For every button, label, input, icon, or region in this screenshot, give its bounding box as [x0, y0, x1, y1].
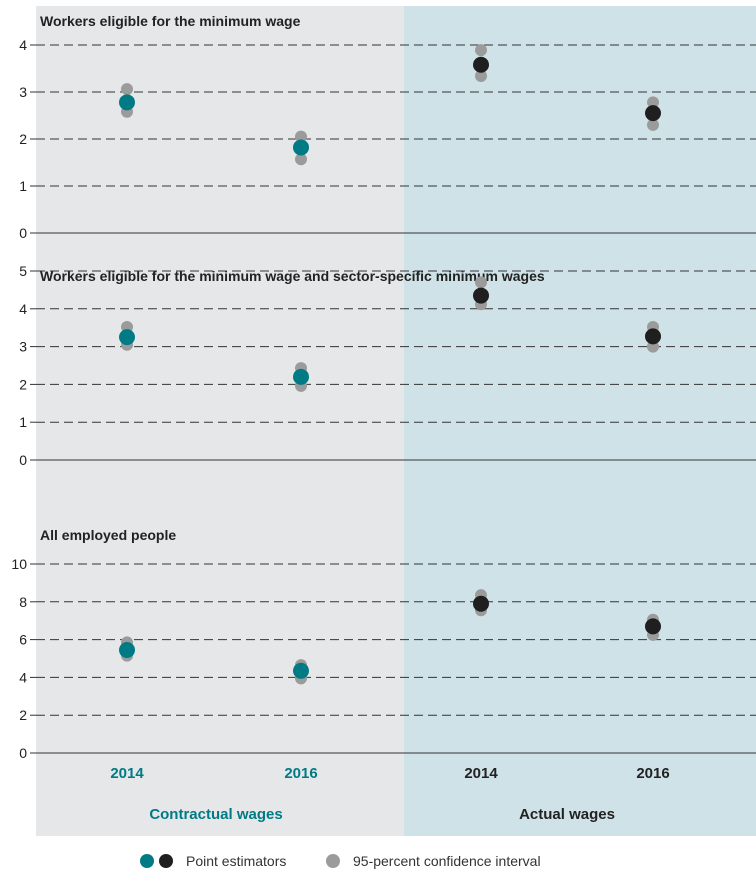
point-estimator: [293, 139, 309, 156]
panel: Workers eligible for the minimum wage 0 1 2…: [19, 13, 756, 241]
panel-title: Workers eligible for the minimum wage: [40, 13, 301, 29]
y-tick-label: 4: [19, 669, 27, 685]
chart-panels: Workers eligible for the minimum wage 0 1 2…: [11, 13, 756, 761]
x-tick-label: 2014: [110, 765, 144, 782]
y-tick-label: 10: [11, 556, 27, 572]
y-tick-label: 5: [19, 263, 27, 279]
point-estimator: [293, 368, 309, 385]
y-tick-label: 3: [19, 339, 27, 355]
legend-label-point-estimators: Point estimators: [186, 853, 286, 869]
y-tick-label: 1: [19, 178, 27, 194]
y-tick-label: 0: [19, 745, 27, 761]
point-estimator: [473, 595, 489, 612]
ci-upper-point: [647, 96, 659, 109]
point-estimator: [119, 329, 135, 346]
y-tick-label: 6: [19, 632, 27, 648]
y-tick-label: 0: [19, 225, 27, 241]
legend-grey-dot-icon: [326, 854, 340, 868]
group-label-contractual: Contractual wages: [149, 806, 282, 823]
ci-upper-point: [475, 276, 487, 289]
y-tick-label: 8: [19, 594, 27, 610]
ci-upper-point: [475, 44, 487, 57]
ci-lower-point: [475, 70, 487, 83]
panel-title: All employed people: [40, 527, 176, 543]
y-tick-label: 2: [19, 707, 27, 723]
x-tick-label: 2016: [284, 765, 317, 782]
y-tick-label: 4: [19, 301, 27, 317]
legend-black-dot-icon: [159, 854, 173, 868]
ci-lower-point: [647, 118, 659, 131]
actual-wages-background: [404, 6, 756, 836]
y-tick-label: 4: [19, 37, 27, 53]
y-tick-label: 0: [19, 452, 27, 468]
point-estimator: [473, 56, 489, 73]
x-tick-label: 2016: [636, 765, 669, 782]
legend: Point estimators 95-percent confidence i…: [140, 853, 541, 869]
y-tick-label: 3: [19, 84, 27, 100]
panel: Workers eligible for the minimum wage an…: [19, 263, 756, 468]
contractual-wages-background: [36, 6, 404, 836]
legend-label-ci: 95-percent confidence interval: [353, 853, 541, 869]
point-estimator: [645, 328, 661, 345]
y-tick-label: 2: [19, 131, 27, 147]
x-tick-label: 2014: [464, 765, 498, 782]
ci-lower-point: [295, 153, 307, 166]
point-estimator: [119, 94, 135, 111]
ci-upper-point: [295, 130, 307, 143]
ci-upper-point: [121, 83, 133, 96]
point-estimator: [645, 105, 661, 122]
group-label-actual: Actual wages: [519, 806, 615, 823]
legend-teal-dot-icon: [140, 854, 154, 868]
panel-title: Workers eligible for the minimum wage an…: [40, 268, 545, 284]
panel: All employed people 0 2 4 6 8 10: [11, 527, 756, 761]
y-tick-label: 2: [19, 376, 27, 392]
point-estimator: [119, 641, 135, 658]
point-estimator: [645, 618, 661, 635]
point-estimator: [293, 662, 309, 679]
y-tick-label: 1: [19, 414, 27, 430]
x-axis: 2014 2016 2014 2016: [110, 765, 669, 782]
point-estimator: [473, 287, 489, 304]
